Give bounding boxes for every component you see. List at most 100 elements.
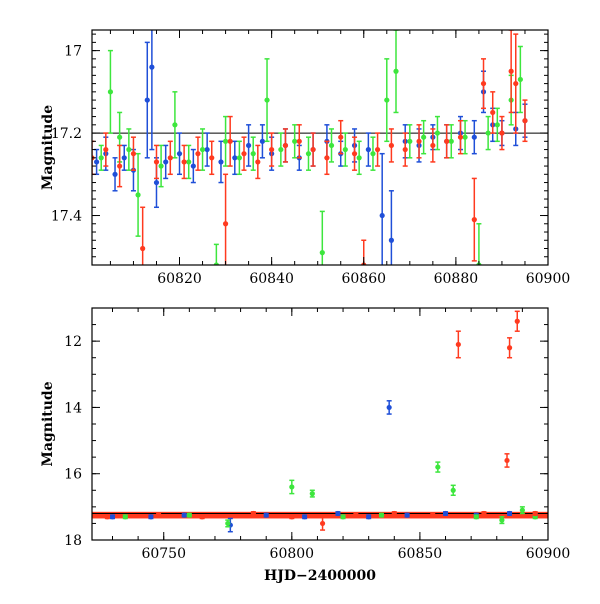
data-point (199, 514, 205, 520)
marker (176, 151, 183, 157)
marker (190, 163, 196, 169)
data-point (351, 136, 358, 171)
data-point (407, 124, 413, 159)
y-tick-label: 12 (64, 334, 82, 350)
marker (393, 68, 399, 74)
data-point (522, 99, 528, 143)
x-tick-label: 60900 (526, 271, 571, 287)
marker (514, 318, 520, 324)
y-tick-label: 18 (64, 533, 82, 549)
marker (289, 484, 295, 490)
marker (305, 151, 312, 157)
data-point (391, 510, 397, 517)
data-point (340, 514, 346, 520)
data-point (310, 132, 316, 167)
data-point (172, 91, 178, 159)
marker (499, 517, 505, 523)
data-point (292, 124, 298, 159)
marker (388, 142, 394, 149)
data-point (263, 512, 269, 518)
marker (130, 151, 137, 157)
marker (126, 146, 132, 153)
data-point (450, 484, 456, 497)
data-point (259, 124, 266, 159)
marker (241, 151, 247, 157)
marker (181, 512, 187, 518)
x-tick-label: 60820 (157, 271, 202, 287)
data-point (506, 510, 513, 517)
data-point (250, 136, 256, 171)
data-point (513, 33, 519, 134)
data-point (140, 206, 146, 265)
data-point (213, 243, 219, 265)
marker (338, 134, 344, 140)
marker (236, 155, 242, 161)
marker (144, 97, 150, 103)
data-point (356, 140, 362, 176)
data-point (519, 506, 525, 515)
marker (319, 250, 325, 256)
marker (519, 507, 525, 513)
data-point (232, 140, 238, 176)
marker (172, 122, 178, 128)
marker (494, 122, 500, 128)
marker (471, 134, 477, 140)
data-point (264, 58, 270, 143)
marker (121, 155, 127, 161)
data-point (342, 132, 348, 167)
marker (140, 245, 146, 252)
data-point (506, 337, 513, 359)
data-point (222, 173, 229, 265)
marker (117, 134, 123, 140)
data-point (473, 514, 479, 520)
marker (386, 404, 392, 411)
data-point (103, 132, 109, 167)
y-tick-label: 14 (64, 400, 82, 416)
data-point (490, 91, 496, 134)
marker (351, 151, 358, 157)
data-point (471, 177, 477, 262)
marker (340, 514, 346, 520)
marker (167, 155, 173, 161)
data-point (309, 489, 315, 498)
marker (222, 138, 229, 144)
marker (153, 159, 160, 165)
data-point (109, 514, 116, 520)
data-point (388, 190, 394, 265)
data-point (514, 310, 520, 332)
x-tick-label: 60850 (398, 546, 443, 562)
data-point (338, 119, 344, 155)
marker (365, 146, 371, 153)
data-point (269, 132, 275, 167)
data-point (404, 512, 410, 518)
data-point (195, 136, 201, 171)
data-point (250, 510, 256, 517)
marker (342, 146, 348, 153)
data-point (532, 510, 538, 517)
data-point (499, 115, 505, 151)
marker (309, 491, 315, 497)
marker (328, 142, 335, 149)
y-tick-label: 16 (64, 467, 82, 483)
marker (117, 163, 123, 169)
marker (278, 146, 284, 153)
data-point (365, 132, 371, 167)
data-point (181, 512, 187, 518)
marker (384, 97, 390, 103)
marker (407, 138, 413, 144)
marker (153, 179, 160, 186)
data-point (218, 140, 224, 184)
data-point (353, 512, 359, 518)
marker (149, 64, 155, 70)
marker (374, 146, 381, 153)
marker (292, 138, 298, 144)
data-point (130, 136, 137, 171)
marker (98, 155, 104, 161)
marker (480, 80, 487, 87)
data-point (186, 144, 192, 180)
data-point (126, 128, 132, 171)
marker (209, 155, 215, 161)
marker (532, 510, 538, 517)
x-tick-label: 60800 (270, 546, 315, 562)
marker (513, 80, 519, 87)
